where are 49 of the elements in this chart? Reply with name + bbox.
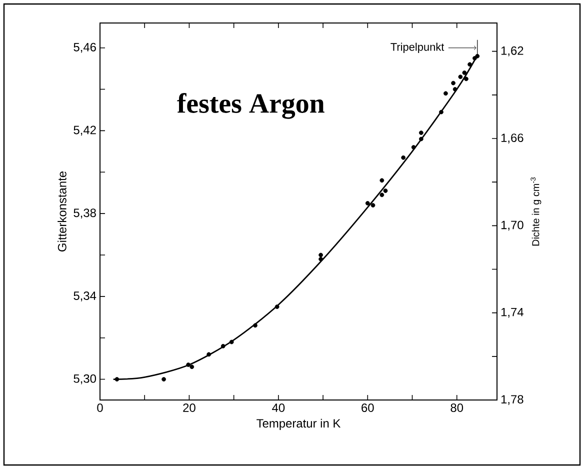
y-tick-label: 5,30 xyxy=(74,374,96,384)
point xyxy=(380,192,384,198)
point xyxy=(380,178,384,183)
point xyxy=(464,76,468,82)
x-tick-label: 40 xyxy=(272,404,285,412)
y-tick-label: 5,34 xyxy=(74,291,96,302)
y2-tick-label: 1,78 xyxy=(501,395,524,405)
x-tick-label: 0 xyxy=(97,404,103,412)
y2-tick-label: 1,66 xyxy=(501,134,524,144)
point xyxy=(229,340,234,344)
point xyxy=(468,62,472,67)
point xyxy=(318,252,323,258)
point xyxy=(162,377,166,382)
point xyxy=(444,91,448,96)
point xyxy=(458,74,463,80)
point xyxy=(370,203,376,208)
point xyxy=(401,155,406,160)
point xyxy=(451,80,456,86)
point xyxy=(462,70,467,75)
point xyxy=(274,304,280,309)
point xyxy=(439,110,444,114)
point xyxy=(220,344,226,348)
point xyxy=(318,256,323,262)
point xyxy=(418,136,424,142)
point xyxy=(190,364,194,370)
point xyxy=(452,87,458,92)
point xyxy=(411,145,416,150)
text: festes Argon xyxy=(177,93,324,119)
y-tick-label: 5,42 xyxy=(74,126,96,136)
point xyxy=(186,362,191,367)
point xyxy=(365,201,370,206)
point xyxy=(253,323,258,328)
y2-axis-title: Dichte in g cm$^{-3}$ xyxy=(530,177,542,246)
x-axis-title: Temperatur in K xyxy=(256,418,341,430)
point xyxy=(206,352,212,357)
x-tick-label: 60 xyxy=(362,404,374,412)
x-tick-label: 80 xyxy=(450,404,464,412)
annotation: Tripelpunkt xyxy=(390,42,444,53)
y2-tick-label: 1,70 xyxy=(501,220,524,231)
x-tick-label: 20 xyxy=(183,404,196,412)
point xyxy=(383,188,388,193)
y-tick-label: 5,38 xyxy=(74,208,96,219)
point xyxy=(475,54,480,58)
point xyxy=(114,377,120,382)
y2-tick-label: 1,74 xyxy=(501,308,524,318)
y2-tick-label: 1,62 xyxy=(501,46,524,56)
y-tick-label: 5,46 xyxy=(74,42,96,53)
point xyxy=(418,130,424,135)
y-axis-title: Gitterkonstante xyxy=(58,172,66,252)
